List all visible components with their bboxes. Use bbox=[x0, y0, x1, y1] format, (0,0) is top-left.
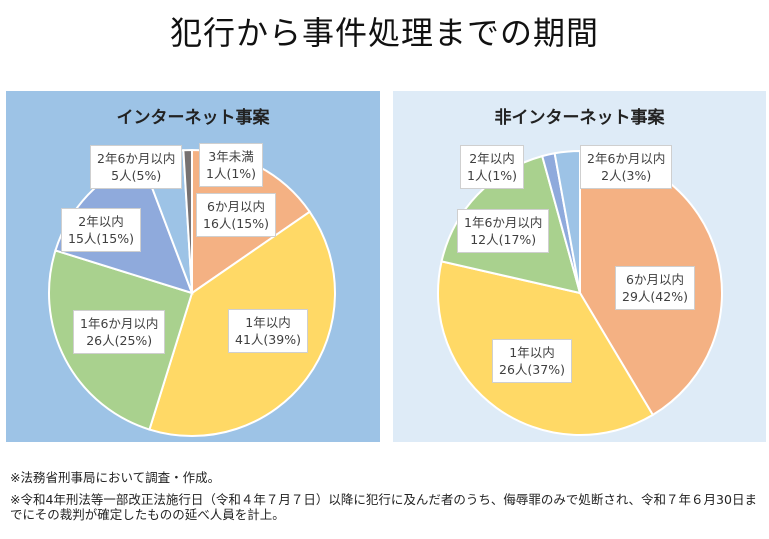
page-title: 犯行から事件処理までの期間 bbox=[169, 14, 599, 52]
chart-internet: インターネット事案 6か月以内 16人(15%) 1年以内 41人(39%) 1年6… bbox=[6, 91, 380, 442]
pie-chart-non-internet bbox=[437, 149, 723, 436]
data-label: 2年以内 1人(1%) bbox=[460, 145, 525, 189]
chart-title: 非インターネット事案 bbox=[494, 108, 665, 128]
footnote: ※令和4年刑法等一部改正法施行日（令和４年７月７日）以降に犯行に及んだ者のうち、… bbox=[10, 492, 757, 522]
data-label: 1年6か月以内 26人(25%) bbox=[73, 310, 166, 354]
data-label: 1年6か月以内 12人(17%) bbox=[457, 209, 550, 253]
data-label: 2年以内 15人(15%) bbox=[61, 208, 141, 252]
data-label: 6か月以内 29人(42%) bbox=[615, 266, 695, 310]
footnote: ※法務省刑事局において調査・作成。 bbox=[10, 470, 221, 485]
footnotes: ※法務省刑事局において調査・作成。 ※令和4年刑法等一部改正法施行日（令和４年７… bbox=[10, 470, 760, 529]
pie-chart-internet bbox=[48, 148, 336, 437]
data-label: 3年未満 1人(1%) bbox=[199, 143, 264, 187]
chart-title: インターネット事案 bbox=[116, 108, 270, 128]
pie-slice-4 bbox=[553, 149, 581, 294]
data-label: 1年以内 41人(39%) bbox=[228, 309, 308, 353]
chart-non-internet: 非インターネット事案 6か月以内 29人(42%) 1年以内 26人(37%) 1年… bbox=[393, 91, 766, 442]
data-label: 2年6か月以内 2人(3%) bbox=[580, 145, 673, 189]
data-label: 2年6か月以内 5人(5%) bbox=[90, 145, 183, 189]
data-label: 1年以内 26人(37%) bbox=[492, 339, 572, 383]
pie-slice-5 bbox=[182, 148, 193, 294]
data-label: 6か月以内 16人(15%) bbox=[196, 193, 276, 237]
